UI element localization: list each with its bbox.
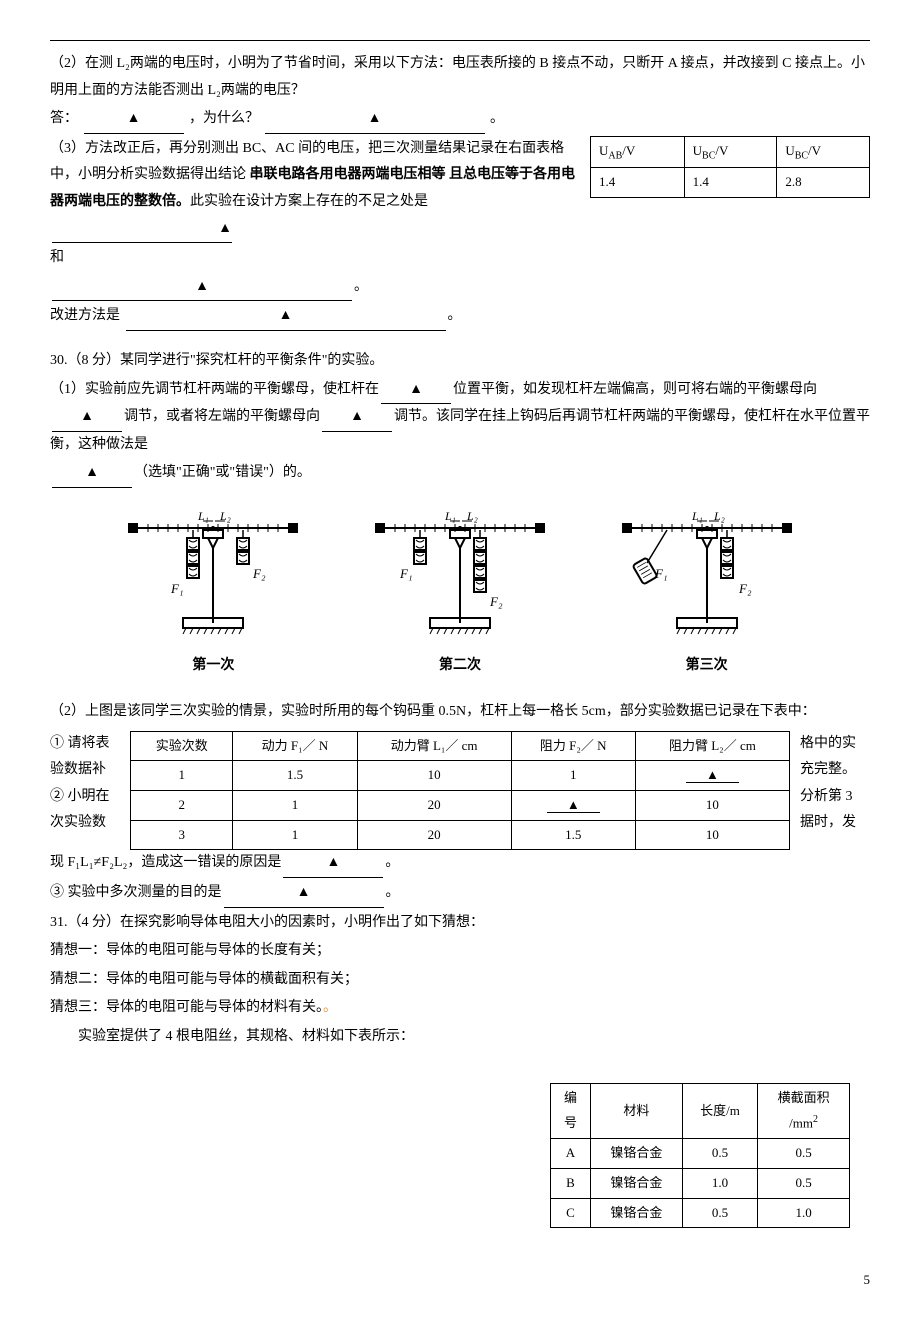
table-inline-section: ① 请将表 验数据补 ② 小明在 次实验数 实验次数 动力 F₁／ N 动力臂 … (50, 731, 870, 851)
q31-g2: 猜想二：导体的电阻可能与导体的横截面积有关； (50, 967, 870, 994)
svg-text:F₂: F₂ (252, 566, 266, 581)
q31-lab: 实验室提供了 4 根电阻丝，其规格、材料如下表所示： (50, 1024, 870, 1051)
blank-flaw2: ▲ (52, 274, 352, 302)
q31-intro: 31.（4 分）在探究影响导体电阻大小的因素时，小明作出了如下猜想： (50, 910, 870, 937)
q30-intro: 30.（8 分）某同学进行"探究杠杆的平衡条件"的实验。 (50, 348, 870, 375)
lever-caption-2: 第二次 (370, 653, 550, 680)
wt-h2: 材料 (590, 1083, 682, 1139)
question-30: 30.（8 分）某同学进行"探究杠杆的平衡条件"的实验。 （1）实验前应先调节杠… (50, 348, 870, 908)
lever-svg-2: L₁ L₂ (370, 508, 550, 638)
blank-position: ▲ (381, 377, 451, 405)
blank-answer: ▲ (84, 106, 184, 134)
vt-header-1: UAB/V (591, 136, 685, 168)
vt-cell-3: 2.8 (777, 168, 870, 198)
q31-g1: 猜想一：导体的电阻可能与导体的长度有关； (50, 938, 870, 965)
q29-improve: 改进方法是 ▲。 (50, 303, 870, 331)
blank-improve: ▲ (126, 303, 446, 331)
q29-part2: （2）在测 L₂两端的电压时，小明为了节省时间，采用以下方法：电压表所接的 B … (50, 51, 870, 104)
period: 。 (490, 111, 504, 126)
blank-correct: ▲ (52, 460, 132, 488)
question-29: （2）在测 L₂两端的电压时，小明为了节省时间，采用以下方法：电压表所接的 B … (50, 51, 870, 331)
blank-multi: ▲ (224, 880, 384, 908)
q29-answer-line: 答： ▲ ，为什么？ ▲ 。 (50, 106, 870, 134)
top-divider (50, 40, 870, 41)
vt-header-2: UBC/V (684, 136, 777, 168)
blank-right: ▲ (52, 404, 122, 432)
q30-part1: （1）实验前应先调节杠杆两端的平衡螺母，使杠杆在▲位置平衡，如发现杠杆左端偏高，… (50, 377, 870, 459)
wt-h3: 长度/m (682, 1083, 757, 1139)
wire-table: 编号 材料 长度/m 横截面积/mm2 A 镍铬合金 0.5 0.5 B 镍铬合… (550, 1083, 850, 1229)
blank-left: ▲ (322, 404, 392, 432)
voltage-table: UAB/V UBC/V UBC/V 1.4 1.4 2.8 (590, 136, 870, 198)
blank-flaw1: ▲ (52, 216, 232, 244)
lt-h5: 阻力臂 L₂／ cm (635, 731, 789, 761)
vt-header-3: UBC/V (777, 136, 870, 168)
lt-h2: 动力 F₁／ N (233, 731, 357, 761)
vt-cell-1: 1.4 (591, 168, 685, 198)
lever-caption-3: 第三次 (617, 653, 797, 680)
lever-svg-1: L₁ L₂ (123, 508, 303, 638)
q30-find-error: 现 F₁L₁≠F₂L₂，造成这一错误的原因是▲。 (50, 850, 870, 878)
svg-text:F₁: F₁ (399, 566, 412, 581)
wt-h1: 编号 (551, 1083, 591, 1139)
lt-h1: 实验次数 (131, 731, 233, 761)
left-text-column: ① 请将表 验数据补 ② 小明在 次实验数 (50, 731, 120, 837)
lever-diagram-3: L₁ L₂ (617, 508, 797, 679)
svg-text:F₂: F₂ (489, 594, 503, 609)
wt-h4: 横截面积/mm2 (758, 1083, 850, 1139)
q31-g3: 猜想三：导体的电阻可能与导体的材料有关。。 (50, 995, 870, 1022)
q29-and: 和 (50, 245, 870, 272)
blank-why: ▲ (265, 106, 485, 134)
lever-caption-1: 第一次 (123, 653, 303, 680)
q30-multi: ③ 实验中多次测量的目的是▲。 (50, 880, 870, 908)
question-31: 31.（4 分）在探究影响导体电阻大小的因素时，小明作出了如下猜想： 猜想一：导… (50, 910, 870, 1239)
q30-part2-intro: （2）上图是该同学三次实验的情景，实验时所用的每个钩码重 0.5N，杠杆上每一格… (50, 699, 870, 726)
answer-prefix: 答： (50, 111, 78, 126)
svg-text:F₁: F₁ (170, 581, 183, 596)
lever-data-table: 实验次数 动力 F₁／ N 动力臂 L₁／ cm 阻力 F₂／ N 阻力臂 L₂… (130, 731, 790, 851)
blank-error: ▲ (283, 850, 383, 878)
lever-svg-3: L₁ L₂ (617, 508, 797, 638)
lever-diagram-1: L₁ L₂ (123, 508, 303, 679)
why-text: ，为什么？ (189, 111, 259, 126)
lever-diagrams: L₁ L₂ (90, 508, 830, 679)
q29-blank-flaw2: ▲。 (50, 274, 870, 302)
orange-dot-icon: 。 (323, 1000, 337, 1015)
lt-h3: 动力臂 L₁／ cm (357, 731, 511, 761)
q30-part1-choice: ▲（选填"正确"或"错误"）的。 (50, 460, 870, 488)
lever-diagram-2: L₁ L₂ (370, 508, 550, 679)
lt-h4: 阻力 F₂／ N (511, 731, 635, 761)
svg-text:F₂: F₂ (738, 581, 752, 596)
right-text-column: 格中的实 充完整。 分析第 3 据时，发 (800, 731, 870, 837)
svg-text:F₁: F₁ (654, 566, 667, 581)
vt-cell-2: 1.4 (684, 168, 777, 198)
page-number: 5 (50, 1268, 870, 1293)
